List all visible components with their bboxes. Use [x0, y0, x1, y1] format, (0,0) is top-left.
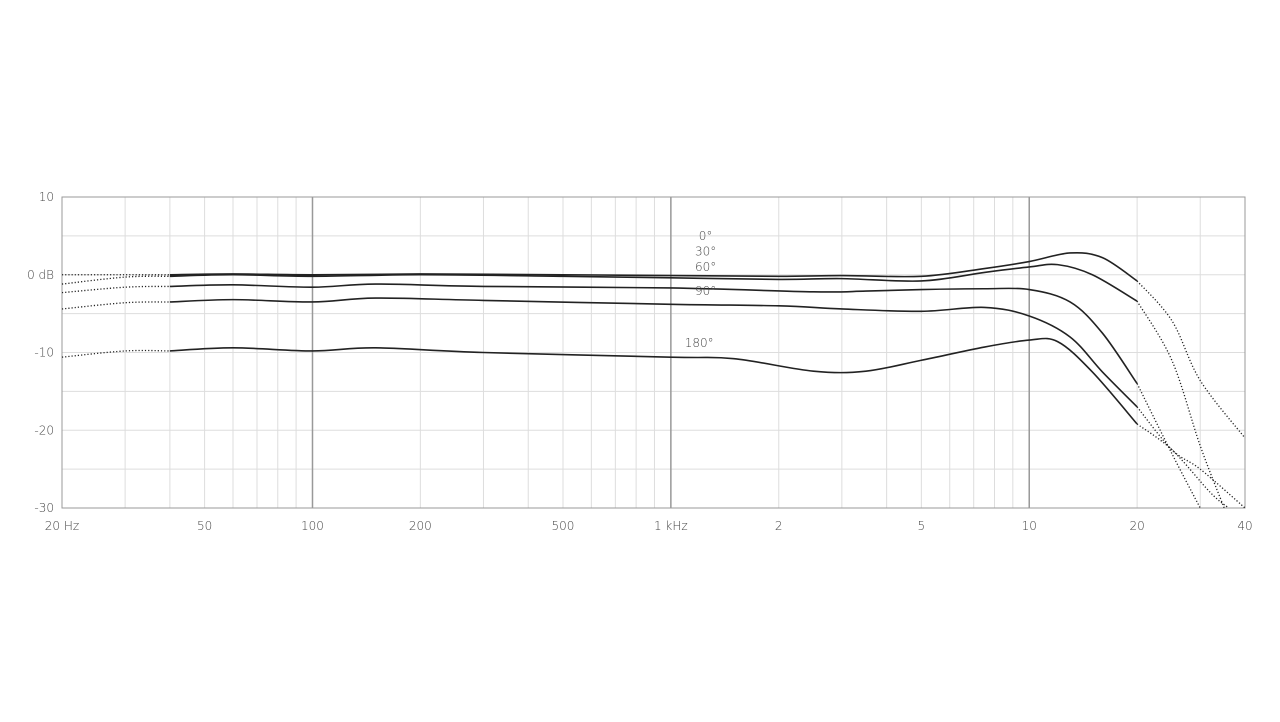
- x-tick-label: 20 Hz: [45, 519, 79, 533]
- series-label: 180°: [685, 336, 714, 350]
- series-extrapolated-low: [61, 349, 170, 358]
- x-tick-label: 1 kHz: [654, 519, 688, 533]
- x-tick-label: 200: [409, 519, 432, 533]
- y-tick-label: -20: [34, 423, 54, 437]
- y-tick-label: 0 dB: [27, 268, 54, 282]
- series-label: 90°: [695, 284, 716, 298]
- series-extrapolated-high: [1136, 406, 1246, 509]
- series-line: [169, 263, 1138, 302]
- x-tick-label: 500: [552, 519, 575, 533]
- series-extrapolated-low: [61, 275, 170, 285]
- series-label: 60°: [695, 260, 716, 274]
- series-label: 0°: [699, 229, 713, 243]
- series-line: [169, 251, 1138, 282]
- series-line: [169, 283, 1138, 385]
- plot-frame: [61, 196, 1246, 509]
- y-tick-label: -30: [34, 501, 54, 515]
- x-tick-label: 40: [1237, 519, 1252, 533]
- series-extrapolated-low: [61, 285, 170, 294]
- series-label: 30°: [695, 244, 716, 258]
- y-tick-label: 10: [39, 190, 54, 204]
- x-tick-label: 5: [918, 519, 926, 533]
- series-extrapolated-high: [1136, 280, 1246, 439]
- x-tick-label: 20: [1129, 519, 1144, 533]
- x-tick-label: 10: [1022, 519, 1037, 533]
- series-extrapolated-high: [1136, 300, 1225, 509]
- x-tick-label: 100: [301, 519, 324, 533]
- x-tick-label: 2: [775, 519, 783, 533]
- series-line: [169, 297, 1138, 408]
- series-extrapolated-high: [1136, 423, 1230, 509]
- y-tick-label: -10: [34, 346, 54, 360]
- series-line: [169, 337, 1138, 425]
- x-tick-label: 50: [197, 519, 212, 533]
- series-extrapolated-high: [1136, 383, 1201, 509]
- series-extrapolated-low: [61, 301, 170, 310]
